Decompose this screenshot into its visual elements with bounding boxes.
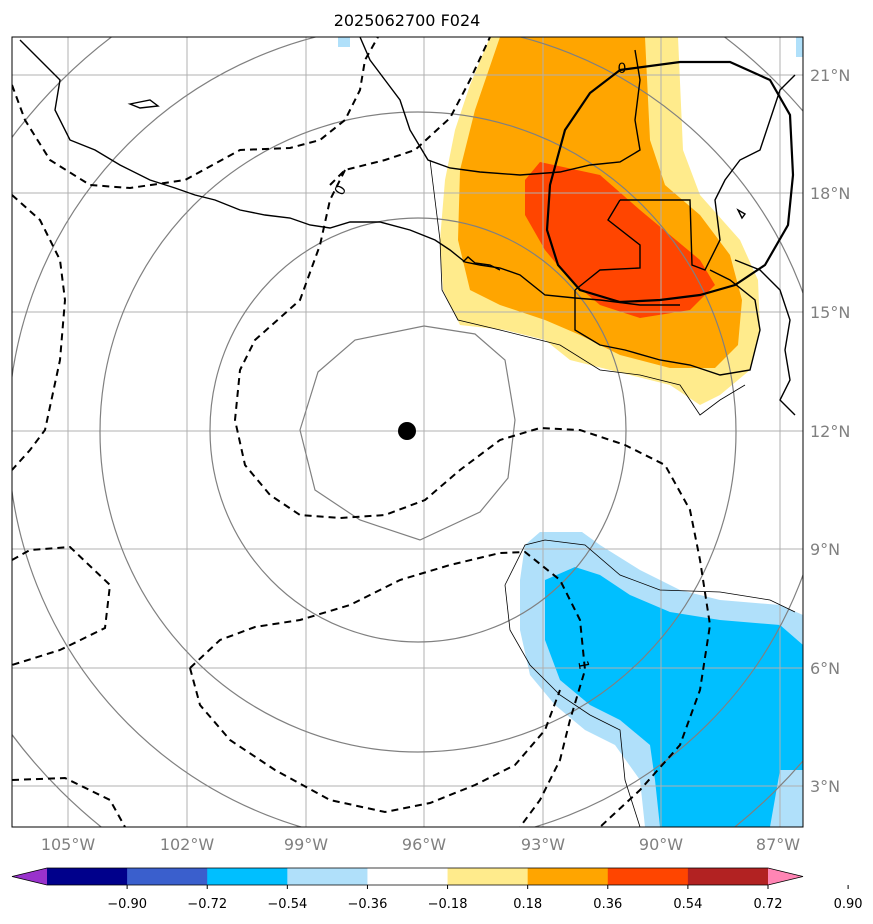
colorbar-tick-label: −0.90 <box>107 897 147 912</box>
colorbar-extend-max <box>768 868 803 885</box>
small-blue-patch <box>338 37 350 47</box>
colorbar-segment <box>47 868 128 885</box>
lat-label: 18°N <box>810 184 850 203</box>
lon-label: 93°W <box>521 835 565 854</box>
contour-label: 0 <box>618 61 627 77</box>
colorbar-segment <box>127 868 208 885</box>
colorbar-tick-label: 0.36 <box>593 897 622 912</box>
map-frame <box>11 36 804 828</box>
latitude-labels: 21°N 18°N 15°N 12°N 9°N 6°N 3°N <box>810 66 850 796</box>
colorbar-tick-label: 0.54 <box>673 897 702 912</box>
lat-label: 12°N <box>810 422 850 441</box>
lat-label: 21°N <box>810 66 850 85</box>
colorbar-tick-label: −0.72 <box>187 897 227 912</box>
longitude-labels: 105°W 102°W 99°W 96°W 93°W 90°W 87°W <box>41 835 800 854</box>
solid-contour-ring <box>545 60 795 304</box>
colorbar-segment <box>287 868 368 885</box>
lat-label: 9°N <box>810 540 840 559</box>
thin-coastline <box>429 159 796 827</box>
colorbar-tick-label: 0.18 <box>513 897 542 912</box>
contour-label: 1 <box>574 659 591 671</box>
colorbar-segment <box>367 868 449 885</box>
colorbar-tick-label: −0.18 <box>428 897 468 912</box>
dashed-contours <box>12 37 712 827</box>
center-marker <box>398 422 416 440</box>
lat-label: 6°N <box>810 659 840 678</box>
colorbar-segment <box>607 868 689 885</box>
map-title: 2025062700 F024 <box>334 11 481 30</box>
lon-label: 99°W <box>284 835 328 854</box>
small-blue-patch-right <box>796 37 803 57</box>
colorbar-extend-min <box>12 868 47 885</box>
colorbar-tick-label: 0.72 <box>754 897 783 912</box>
lat-label: 15°N <box>810 303 850 322</box>
lat-label: 3°N <box>810 777 840 796</box>
colorbar-segment <box>687 868 769 885</box>
negative-anomaly-blue <box>545 567 803 827</box>
lon-label: 87°W <box>756 835 800 854</box>
lon-label: 96°W <box>402 835 446 854</box>
coastlines <box>19 37 796 416</box>
lon-label: 105°W <box>41 835 96 854</box>
colorbar-tick-label: −0.54 <box>267 897 307 912</box>
colorbar-segment <box>527 868 609 885</box>
lon-label: 90°W <box>639 835 683 854</box>
colorbar-outline <box>11 867 804 886</box>
colorbar-segment <box>207 868 288 885</box>
positive-anomaly-red <box>525 162 715 318</box>
colorbar-segment <box>447 868 529 885</box>
colorbar-tick-label: 0.90 <box>834 897 863 912</box>
contour-label: 0 <box>332 183 350 199</box>
lon-label: 102°W <box>160 835 215 854</box>
colorbar: −0.90 −0.72 −0.54 −0.36 −0.18 0.18 0.36 0.54 0.7… <box>11 867 863 912</box>
colorbar-tick-label: −0.36 <box>348 897 388 912</box>
